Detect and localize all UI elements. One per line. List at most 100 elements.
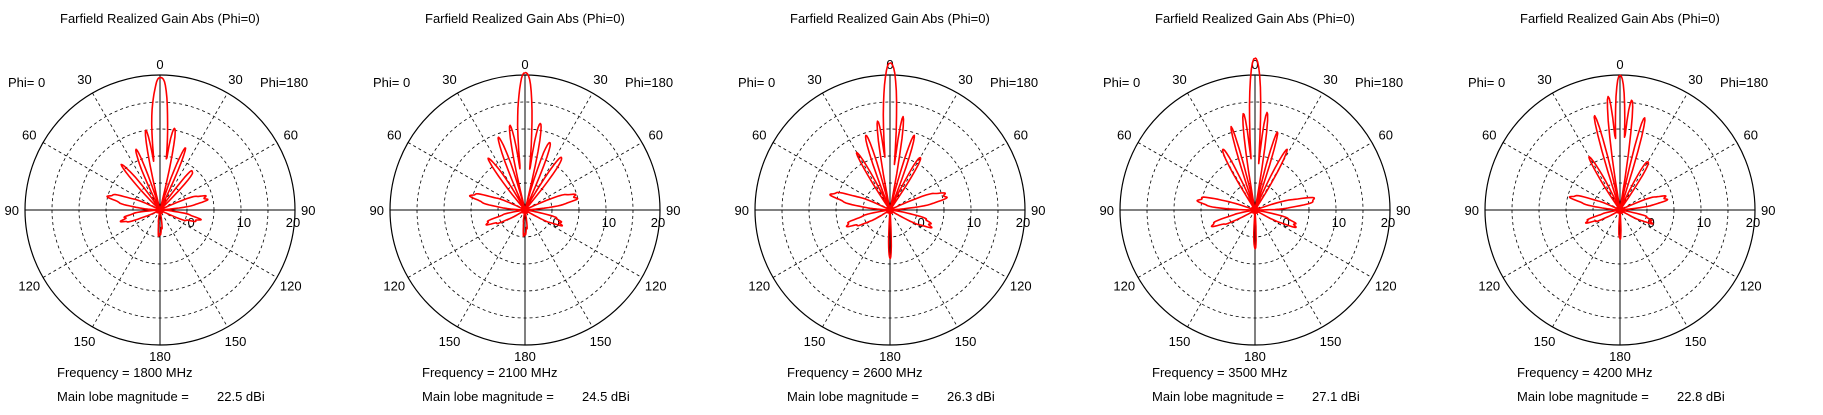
angle-label-90-left: 90	[5, 203, 19, 218]
radial-tick-label: 0	[188, 215, 195, 230]
angle-label-60-left: 60	[22, 128, 36, 143]
outer-circle	[754, 74, 1026, 346]
angle-label-60-left: 60	[752, 128, 766, 143]
frequency-text: Frequency = 4200 MHz	[1517, 365, 1653, 380]
angle-label-30-left: 30	[442, 72, 456, 87]
radial-tick-label: 20	[1381, 215, 1395, 230]
angle-label-90-left: 90	[1100, 203, 1114, 218]
radial-tick-label: 0	[918, 215, 925, 230]
main-lobe-value: 26.3 dBi	[947, 389, 995, 404]
polar-plot-panel: 0 180 90 90 30 30 60 60 120 120 150 150 0 10 20 Farfiel…	[730, 0, 1050, 415]
angle-label-60-right: 60	[1744, 128, 1758, 143]
radial-tick-label: 20	[1746, 215, 1760, 230]
angle-label-30-right: 30	[228, 72, 242, 87]
angle-label-30-left: 30	[807, 72, 821, 87]
angle-label-60-right: 60	[1014, 128, 1028, 143]
polar-plot-panel: 0 180 90 90 30 30 60 60 120 120 150 150 0 10 20 Farfiel…	[1460, 0, 1780, 415]
main-lobe-label: Main lobe magnitude =	[57, 389, 189, 404]
angle-label-90-right: 90	[666, 203, 680, 218]
angle-label-120-right: 120	[645, 279, 667, 294]
outer-circle	[389, 74, 661, 346]
angle-label-150-right: 150	[1320, 334, 1342, 349]
main-lobe-label: Main lobe magnitude =	[787, 389, 919, 404]
angle-label-30-right: 30	[593, 72, 607, 87]
phi-left-label: Phi= 0	[8, 75, 46, 90]
gain-pattern-trace	[1196, 57, 1316, 250]
angle-label-120-right: 120	[1740, 279, 1762, 294]
main-lobe-value: 22.5 dBi	[217, 389, 265, 404]
polar-plot-panel: 0 180 90 90 30 30 60 60 120 120 150 150 0 10 20 Farfiel…	[0, 0, 320, 415]
angle-label-150-right: 150	[225, 334, 247, 349]
radial-tick-label: 0	[1283, 215, 1290, 230]
chart-title: Farfield Realized Gain Abs (Phi=0)	[60, 11, 260, 26]
angle-label-0: 0	[156, 57, 163, 72]
angle-label-0: 0	[521, 57, 528, 72]
angle-label-120-left: 120	[383, 279, 405, 294]
main-lobe-label: Main lobe magnitude =	[1152, 389, 1284, 404]
radial-tick-label: 10	[1697, 215, 1711, 230]
angle-label-120-left: 120	[18, 279, 40, 294]
main-lobe-value: 22.8 dBi	[1677, 389, 1725, 404]
radial-tick-label: 10	[237, 215, 251, 230]
radial-tick-label: 10	[602, 215, 616, 230]
phi-right-label: Phi=180	[625, 75, 674, 90]
phi-left-label: Phi= 0	[373, 75, 411, 90]
phi-right-label: Phi=180	[990, 75, 1039, 90]
chart-title: Farfield Realized Gain Abs (Phi=0)	[790, 11, 990, 26]
main-lobe-label: Main lobe magnitude =	[1517, 389, 1649, 404]
angle-label-60-left: 60	[1482, 128, 1496, 143]
radial-tick-label: 20	[286, 215, 300, 230]
gain-pattern-trace	[106, 76, 209, 238]
angle-label-120-right: 120	[1010, 279, 1032, 294]
frequency-text: Frequency = 3500 MHz	[1152, 365, 1288, 380]
chart-title: Farfield Realized Gain Abs (Phi=0)	[425, 11, 625, 26]
angle-label-180: 180	[879, 349, 901, 364]
angle-label-180: 180	[1244, 349, 1266, 364]
angle-label-150-left: 150	[804, 334, 826, 349]
main-lobe-label: Main lobe magnitude =	[422, 389, 554, 404]
phi-left-label: Phi= 0	[1468, 75, 1506, 90]
main-lobe-value: 27.1 dBi	[1312, 389, 1360, 404]
gain-pattern-trace	[468, 71, 579, 238]
angle-label-60-right: 60	[284, 128, 298, 143]
angle-label-120-left: 120	[1478, 279, 1500, 294]
angle-label-90-left: 90	[1465, 203, 1479, 218]
angle-label-150-right: 150	[1685, 334, 1707, 349]
angle-label-0: 0	[886, 57, 893, 72]
angle-label-120-left: 120	[748, 279, 770, 294]
angle-label-90-right: 90	[1031, 203, 1045, 218]
angle-label-90-left: 90	[370, 203, 384, 218]
frequency-text: Frequency = 2100 MHz	[422, 365, 558, 380]
angle-label-60-right: 60	[649, 128, 663, 143]
angle-label-60-left: 60	[1117, 128, 1131, 143]
angle-label-90-left: 90	[735, 203, 749, 218]
angle-label-120-left: 120	[1113, 279, 1135, 294]
frequency-text: Frequency = 2600 MHz	[787, 365, 923, 380]
phi-left-label: Phi= 0	[738, 75, 776, 90]
angle-label-150-left: 150	[74, 334, 96, 349]
chart-title: Farfield Realized Gain Abs (Phi=0)	[1520, 11, 1720, 26]
chart-title: Farfield Realized Gain Abs (Phi=0)	[1155, 11, 1355, 26]
angle-label-180: 180	[1609, 349, 1631, 364]
gain-pattern-trace	[1568, 74, 1669, 240]
main-lobe-value: 24.5 dBi	[582, 389, 630, 404]
radial-tick-label: 20	[651, 215, 665, 230]
angle-label-30-left: 30	[77, 72, 91, 87]
phi-right-label: Phi=180	[1720, 75, 1769, 90]
angle-label-90-right: 90	[301, 203, 315, 218]
frequency-text: Frequency = 1800 MHz	[57, 365, 193, 380]
angle-label-90-right: 90	[1761, 203, 1775, 218]
angle-label-60-left: 60	[387, 128, 401, 143]
outer-circle	[24, 74, 296, 346]
phi-right-label: Phi=180	[260, 75, 309, 90]
angle-label-30-left: 30	[1172, 72, 1186, 87]
angle-label-150-left: 150	[1534, 334, 1556, 349]
angle-label-180: 180	[514, 349, 536, 364]
phi-left-label: Phi= 0	[1103, 75, 1141, 90]
radial-tick-label: 10	[967, 215, 981, 230]
